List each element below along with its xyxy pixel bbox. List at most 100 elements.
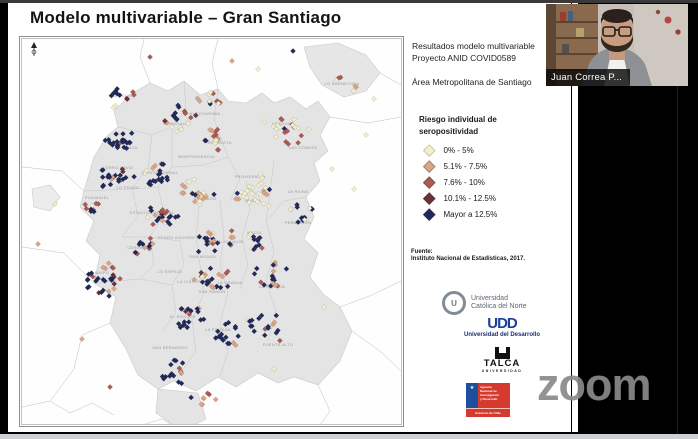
legend-item: 10.1% - 12.5% xyxy=(419,190,559,206)
map-point xyxy=(147,54,153,60)
map-point xyxy=(256,242,262,248)
map-point xyxy=(131,173,137,180)
map-point xyxy=(93,278,99,284)
map-point xyxy=(246,183,253,190)
map-point xyxy=(209,276,215,282)
map-point xyxy=(228,227,235,234)
map-point xyxy=(350,88,357,94)
map-point xyxy=(107,181,114,188)
map-point xyxy=(215,147,222,153)
map-boundary xyxy=(171,156,229,168)
player-bottom-bar[interactable] xyxy=(0,434,698,439)
map-point xyxy=(149,240,156,247)
map-point xyxy=(219,273,226,280)
map-point xyxy=(100,264,107,271)
map-point xyxy=(152,212,158,218)
map-point xyxy=(173,128,180,135)
udd-logo-text: Universidad del Desarrollo xyxy=(463,332,541,338)
letterbox-divider xyxy=(677,86,678,434)
map-point xyxy=(259,175,265,181)
map-boundary xyxy=(239,236,249,290)
map-point xyxy=(188,394,194,401)
map-point xyxy=(177,369,184,375)
map-point xyxy=(160,375,167,382)
map-point xyxy=(306,205,313,212)
map-boundary xyxy=(329,116,401,124)
webcam-video-tile[interactable]: Juan Correa P... xyxy=(546,4,688,86)
map-point xyxy=(205,229,212,236)
source-note: Fuente: Instituto Nacional de Estadístic… xyxy=(411,249,526,262)
map-point xyxy=(255,66,261,72)
utalca-logo-subtext: UNIVERSIDAD xyxy=(481,369,523,373)
map-point xyxy=(256,315,262,322)
map-label: MACUL xyxy=(247,230,263,235)
map-point xyxy=(179,190,185,196)
map-point xyxy=(254,198,261,205)
map-point xyxy=(196,233,203,240)
window-top-strip xyxy=(0,0,698,3)
map-boundary xyxy=(317,384,331,424)
map-point xyxy=(292,124,298,131)
map-boundary xyxy=(265,220,275,282)
map-point xyxy=(99,174,106,180)
map-point xyxy=(295,139,301,146)
map-point xyxy=(207,265,214,272)
map-point xyxy=(210,238,217,244)
map-point xyxy=(229,58,235,64)
map-point xyxy=(212,396,219,403)
map-label: LO BARNECHEA xyxy=(325,81,360,86)
map-point xyxy=(295,219,301,225)
map-canvas: QUILICURAHUECHURABALO BARNECHEACONCHALÍV… xyxy=(21,38,402,425)
diamond-swatch-icon xyxy=(423,207,436,221)
map-point xyxy=(164,177,171,183)
map-point xyxy=(110,104,117,111)
map-point xyxy=(112,102,119,109)
map-point xyxy=(216,271,222,278)
map-boundary xyxy=(265,280,277,342)
slide-edge xyxy=(572,3,578,432)
map-point xyxy=(270,280,276,287)
map-point xyxy=(88,208,94,215)
map-label: CERRILLOS xyxy=(127,245,152,250)
map-point xyxy=(274,122,281,129)
map-label: SAN BERNARDO xyxy=(152,345,188,350)
map-point xyxy=(93,200,99,207)
map-point xyxy=(329,166,335,172)
map-point xyxy=(117,275,123,282)
map-point xyxy=(191,176,198,183)
map-point xyxy=(251,246,257,253)
map-point xyxy=(247,231,254,238)
map-point xyxy=(159,161,165,167)
map-point xyxy=(108,92,115,99)
santiago-map: QUILICURAHUECHURABALO BARNECHEACONCHALÍV… xyxy=(22,39,401,424)
map-point xyxy=(207,101,214,107)
map-point xyxy=(120,131,126,137)
map-region xyxy=(79,80,353,392)
map-point xyxy=(162,118,168,124)
map-label: PROVIDENCIA xyxy=(235,174,266,179)
anid-logo-text: Agencia Nacional de Investigación y Desa… xyxy=(478,383,510,409)
map-point xyxy=(178,380,185,387)
map-point xyxy=(199,273,206,280)
map-point xyxy=(143,167,150,174)
map-point xyxy=(90,273,96,280)
map-point xyxy=(100,276,107,283)
diamond-swatch-icon xyxy=(423,175,436,189)
map-point xyxy=(169,124,175,130)
map-point xyxy=(52,201,58,207)
map-point xyxy=(258,312,265,319)
map-point xyxy=(202,137,208,144)
map-point xyxy=(171,357,178,364)
diamond-swatch-icon xyxy=(423,159,436,173)
map-point xyxy=(200,189,207,196)
map-point xyxy=(261,119,268,125)
map-label: LA CISTERNA xyxy=(177,279,206,284)
map-point xyxy=(150,177,157,184)
map-boundary xyxy=(121,188,139,238)
map-boundary xyxy=(49,400,115,416)
map-label: LA GRANJA xyxy=(218,280,243,285)
map-point xyxy=(246,199,253,206)
map-label: RENCA xyxy=(122,145,138,150)
map-point xyxy=(270,262,277,268)
